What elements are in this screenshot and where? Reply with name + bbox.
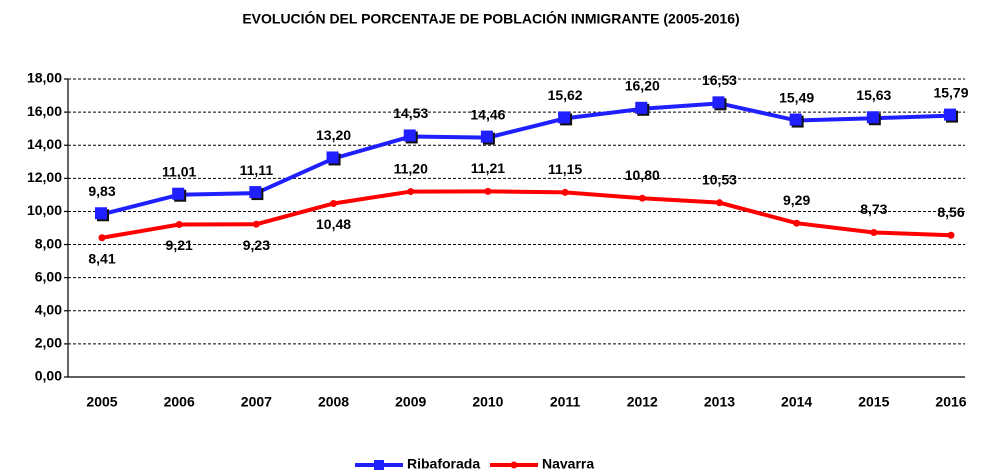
data-label: 11,11 [240, 162, 274, 178]
marker [793, 219, 801, 227]
data-label: 11,20 [394, 160, 428, 176]
y-tick-label: 18,00 [27, 70, 62, 86]
data-label: 9,29 [783, 192, 810, 208]
legend-label: Ribaforada [407, 456, 480, 472]
data-label: 16,20 [625, 78, 660, 94]
data-label: 15,63 [856, 87, 891, 103]
data-label: 10,48 [316, 216, 351, 232]
y-tick-label: 4,00 [35, 301, 62, 317]
marker [403, 129, 416, 142]
data-label: 16,53 [702, 72, 737, 88]
legend-label: Navarra [542, 456, 594, 472]
marker [635, 101, 648, 114]
x-tick-label: 2006 [164, 394, 195, 410]
marker [252, 220, 260, 228]
data-label: 8,41 [88, 250, 115, 266]
y-tick-label: 0,00 [35, 368, 62, 384]
marker [947, 231, 955, 239]
data-label: 10,53 [702, 171, 737, 187]
data-label: 13,20 [316, 127, 351, 143]
data-label: 9,23 [243, 237, 270, 253]
x-tick-label: 2005 [86, 394, 117, 410]
x-tick-label: 2014 [781, 394, 812, 410]
series-line [101, 101, 952, 217]
y-tick-label: 12,00 [27, 169, 62, 185]
x-tick-label: 2007 [241, 394, 272, 410]
marker [638, 194, 646, 202]
y-tick-label: 6,00 [35, 268, 62, 284]
data-label: 15,79 [933, 84, 968, 100]
marker [407, 188, 415, 196]
y-tick-label: 10,00 [27, 202, 62, 218]
legend-marker [510, 461, 518, 469]
legend-marker [374, 460, 384, 470]
y-tick-label: 16,00 [27, 103, 62, 119]
data-label: 14,53 [393, 105, 428, 121]
data-label: 9,83 [88, 183, 115, 199]
marker [558, 111, 571, 124]
data-label: 10,80 [625, 167, 660, 183]
marker [249, 186, 262, 199]
marker [484, 187, 492, 195]
y-tick-label: 8,00 [35, 235, 62, 251]
data-label: 11,21 [471, 160, 505, 176]
marker [866, 111, 879, 124]
y-tick-label: 14,00 [27, 136, 62, 152]
chart-title: EVOLUCIÓN DEL PORCENTAJE DE POBLACIÓN IN… [242, 10, 739, 27]
marker [172, 187, 185, 200]
marker [944, 108, 956, 121]
data-label: 9,21 [166, 237, 193, 253]
data-label: 15,49 [779, 89, 814, 105]
data-label: 8,56 [937, 204, 964, 220]
data-label: 11,15 [548, 161, 582, 177]
x-tick-label: 2011 [550, 394, 581, 410]
data-label: 14,46 [470, 106, 505, 122]
x-tick-label: 2010 [472, 394, 503, 410]
marker [561, 188, 569, 196]
marker [789, 113, 802, 126]
marker [480, 130, 493, 143]
series-line [101, 189, 952, 240]
marker [870, 228, 878, 236]
x-tick-label: 2008 [318, 394, 349, 410]
data-label: 11,01 [162, 163, 196, 179]
x-tick-label: 2013 [704, 394, 735, 410]
marker [98, 234, 106, 242]
marker [95, 207, 107, 220]
marker [175, 221, 183, 229]
marker [715, 199, 723, 207]
x-tick-label: 2009 [395, 394, 426, 410]
marker [326, 151, 339, 164]
marker [712, 96, 725, 109]
x-tick-label: 2015 [858, 394, 889, 410]
data-label: 15,62 [548, 87, 583, 103]
y-tick-label: 2,00 [35, 335, 62, 351]
data-label: 8,73 [860, 201, 887, 217]
x-tick-label: 2016 [935, 394, 966, 410]
marker [330, 199, 338, 207]
x-tick-label: 2012 [627, 394, 658, 410]
